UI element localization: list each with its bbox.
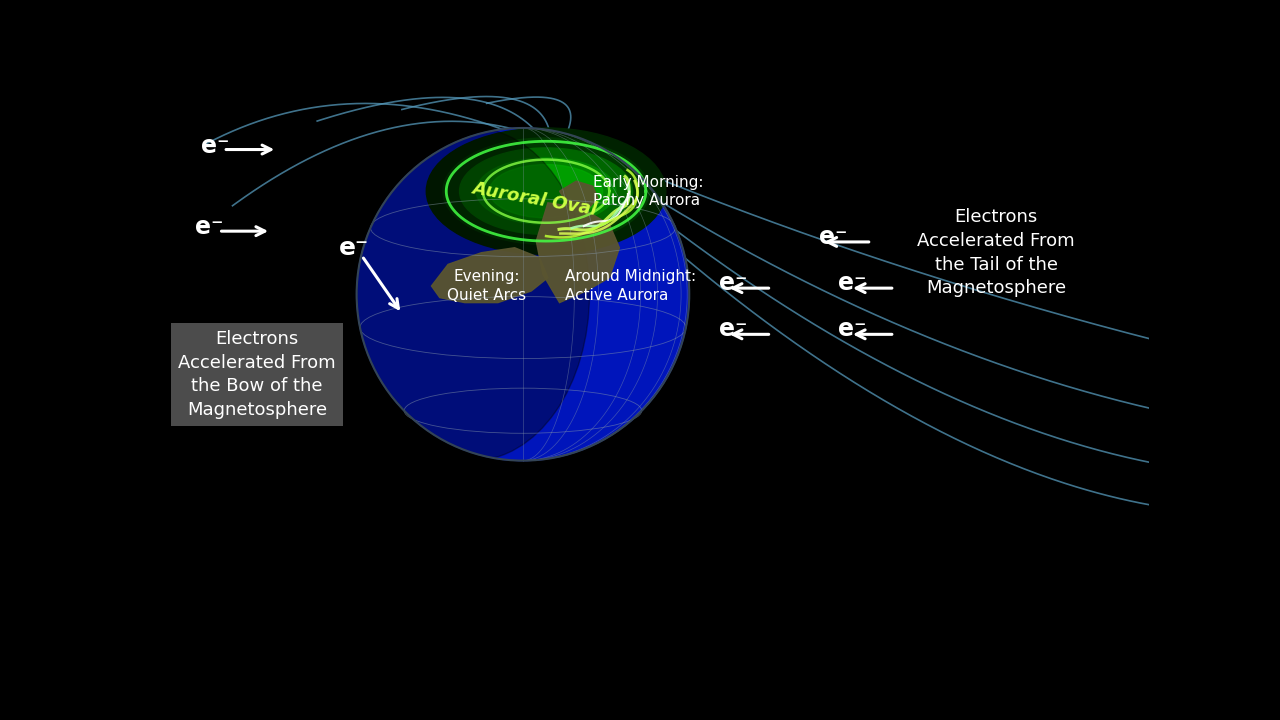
Ellipse shape xyxy=(460,148,632,235)
Text: e⁻: e⁻ xyxy=(719,317,748,341)
Text: Electrons
Accelerated From
the Tail of the
Magnetosphere: Electrons Accelerated From the Tail of t… xyxy=(918,208,1075,297)
Ellipse shape xyxy=(476,158,616,225)
Ellipse shape xyxy=(426,128,666,254)
Text: Evening:
Quiet Arcs: Evening: Quiet Arcs xyxy=(447,269,526,303)
Text: Electrons
Accelerated From
the Bow of the
Magnetosphere: Electrons Accelerated From the Bow of th… xyxy=(178,330,335,419)
Text: e⁻: e⁻ xyxy=(201,135,230,158)
Polygon shape xyxy=(431,248,548,302)
Polygon shape xyxy=(536,203,620,302)
Text: e⁻: e⁻ xyxy=(339,236,369,260)
Text: e⁻: e⁻ xyxy=(719,271,748,294)
Ellipse shape xyxy=(357,128,590,461)
Polygon shape xyxy=(559,181,598,211)
Text: e⁻: e⁻ xyxy=(819,225,847,248)
Text: Early Morning:
Patchy Aurora: Early Morning: Patchy Aurora xyxy=(593,174,703,208)
Ellipse shape xyxy=(443,138,649,244)
Text: e⁻: e⁻ xyxy=(838,317,867,341)
Ellipse shape xyxy=(489,165,603,217)
Text: Around Midnight:
Active Aurora: Around Midnight: Active Aurora xyxy=(564,269,695,303)
Circle shape xyxy=(357,128,689,461)
Text: e⁻: e⁻ xyxy=(838,271,867,294)
Text: Auroral Oval: Auroral Oval xyxy=(471,179,599,219)
Text: e⁻: e⁻ xyxy=(195,215,224,238)
